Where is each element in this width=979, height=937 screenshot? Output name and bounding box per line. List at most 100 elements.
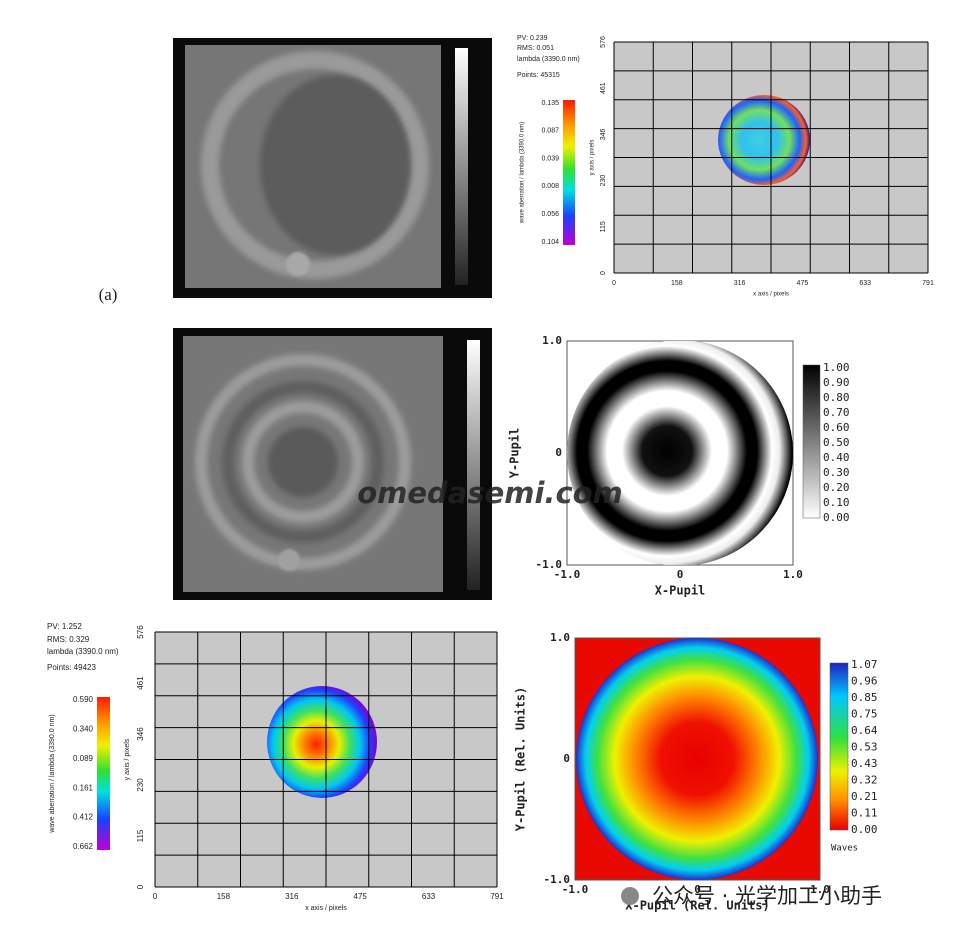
colorbar-tick: 0.75	[851, 708, 878, 721]
colorbar-tick: 0.087	[541, 128, 559, 135]
x-tick-label: -1.0	[554, 568, 581, 581]
y-tick-label: 346	[136, 727, 145, 741]
wave-simulation	[574, 637, 849, 881]
x-tick-label: 1.0	[783, 568, 803, 581]
x-tick-label: 791	[490, 892, 504, 901]
x-axis-label: X-Pupil (Rel. Units)	[625, 899, 770, 913]
y-tick-label: 576	[136, 625, 145, 639]
x-tick-label: 316	[285, 892, 299, 901]
x-tick-label: 791	[922, 280, 934, 287]
colorbar-tick: 0.60	[823, 421, 850, 434]
stat: Points: 45315	[517, 72, 560, 79]
stat: RMS: 0.329	[47, 635, 90, 644]
colorbar-tick: 0.40	[823, 451, 850, 464]
interferogram-top	[173, 38, 492, 298]
y-tick-label: 0	[136, 884, 145, 889]
x-axis-label: x axis / pixels	[305, 905, 347, 912]
y-axis-label: y axis / pixels	[590, 140, 596, 176]
x-tick-label: 1.0	[810, 883, 830, 896]
y-tick-label: 461	[600, 82, 607, 94]
colorbar-tick: 0.90	[823, 376, 850, 389]
colorbar-tick: 0.50	[823, 436, 850, 449]
colorbar-tick: 1.00	[823, 361, 850, 374]
colorbar-tick: 0.10	[823, 496, 850, 509]
colorbar-tick: 0.089	[73, 754, 94, 763]
colorbar-tick: 0.340	[73, 725, 94, 734]
x-tick-label: 0	[153, 892, 158, 901]
colorbar-tick: 0.85	[851, 691, 878, 704]
colorbar-title: wave aberration / lambda (3390.0 nm)	[49, 714, 56, 833]
colorbar-tick: 0.80	[823, 391, 850, 404]
colorbar-tick: 0.00	[823, 511, 850, 524]
x-tick-label: 0	[677, 568, 684, 581]
x-tick-label: -1.0	[562, 883, 589, 896]
colorbar-tick: 0.53	[851, 741, 878, 754]
colorbar-tick: 0.70	[823, 406, 850, 419]
y-tick-label: 0	[600, 271, 607, 275]
y-tick-label: 115	[136, 829, 145, 842]
y-axis-label: Y-Pupil	[508, 428, 522, 479]
panel-label: (a)	[99, 285, 118, 304]
y-tick-label: 0	[555, 446, 562, 459]
stat: lambda (3390.0 nm)	[47, 647, 119, 656]
colorbar-tick: 0.412	[73, 813, 94, 822]
credit: 公众号 · 光学加工小助手	[652, 884, 882, 908]
stat: RMS: 0.051	[517, 45, 554, 52]
colorbar-tick: 0.64	[851, 724, 878, 737]
stat: Points: 49423	[47, 663, 96, 672]
x-tick-label: 158	[671, 280, 683, 287]
y-tick-label: 230	[136, 778, 145, 792]
x-tick-label: 475	[354, 892, 368, 901]
watermark: omedasemi.com	[357, 476, 623, 510]
colorbar-title: wave aberration / lambda (3390.0 nm)	[520, 122, 526, 224]
colorbar-tick: 0.039	[541, 155, 559, 162]
x-tick-label: 475	[797, 280, 809, 287]
stat: PV: 0.239	[517, 35, 548, 42]
y-tick-label: 1.0	[550, 631, 570, 644]
colorbar-unit: Waves	[831, 844, 858, 854]
y-axis-label: y axis / pixels	[124, 738, 131, 780]
x-tick-label: 633	[859, 280, 871, 287]
wechat-icon	[621, 887, 639, 905]
colorbar-tick: 0.135	[541, 100, 559, 107]
colorbar-tick: 0.662	[73, 842, 94, 851]
x-tick-label: 633	[422, 892, 436, 901]
y-tick-label: 461	[136, 676, 145, 690]
stat: lambda (3390.0 nm)	[517, 56, 580, 63]
colorbar-tick: 0.20	[823, 481, 850, 494]
colorbar-tick: 0.590	[73, 695, 94, 704]
colorbar-tick: 0.00	[851, 823, 878, 836]
x-tick-label: 316	[734, 280, 746, 287]
y-tick-label: -1.0	[536, 558, 563, 571]
wavefront-spot	[267, 686, 377, 798]
y-tick-label: -1.0	[544, 873, 571, 886]
wavefront-spot	[718, 95, 810, 185]
stat: PV: 1.252	[47, 622, 82, 631]
colorbar-tick: 0.104	[541, 239, 559, 246]
y-axis-label: Y-Pupil (Rel. Units)	[514, 687, 528, 832]
colorbar-tick: 0.008	[541, 183, 559, 190]
interferogram-middle	[173, 328, 492, 600]
colorbar-tick: 0.30	[823, 466, 850, 479]
y-tick-label: 115	[600, 221, 607, 232]
y-tick-label: 346	[600, 128, 607, 140]
y-tick-label: 0	[563, 752, 570, 765]
y-tick-label: 1.0	[542, 334, 562, 347]
colorbar-tick: 0.161	[73, 783, 94, 792]
x-tick-label: 158	[217, 892, 231, 901]
colorbar-tick: 0.43	[851, 757, 878, 770]
colorbar-tick: 0.21	[851, 790, 878, 803]
colorbar	[563, 100, 575, 245]
colorbar-tick: 1.07	[851, 658, 878, 671]
x-axis-label: X-Pupil	[655, 584, 706, 598]
x-tick-label: 0	[694, 883, 701, 896]
colorbar-tick: 0.32	[851, 774, 878, 787]
colorbar	[97, 697, 110, 850]
y-tick-label: 230	[600, 175, 607, 187]
x-axis-label: x axis / pixels	[753, 292, 789, 298]
colorbar-tick: 0.96	[851, 675, 878, 688]
fringe-simulation	[566, 340, 821, 566]
x-tick-label: 0	[612, 280, 616, 287]
